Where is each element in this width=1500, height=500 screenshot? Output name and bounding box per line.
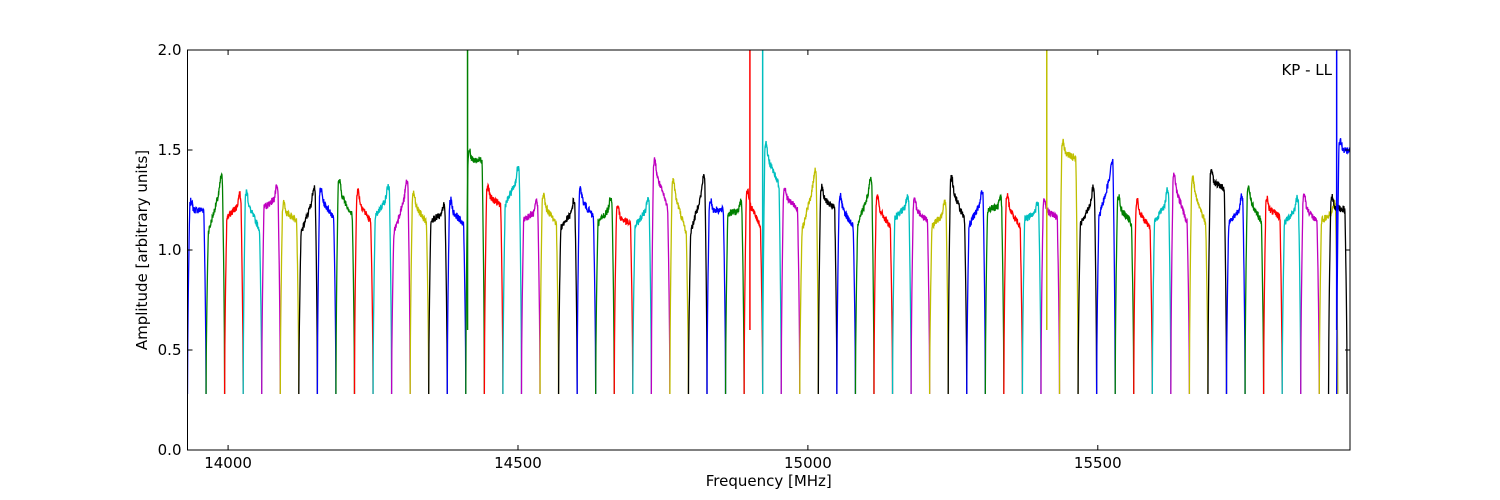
channel-series-22 (576, 186, 597, 395)
y-tick-label: 1.0 (158, 241, 182, 259)
channel-series-58 (1244, 185, 1265, 395)
series-layer (187, 50, 1350, 395)
channel-series-10 (353, 188, 374, 395)
channel-series-23 (595, 197, 615, 395)
channel-series-30 (724, 198, 745, 395)
channel-series-27 (669, 177, 690, 395)
channel-series-54 (1170, 172, 1191, 395)
channel-series-48 (1058, 138, 1079, 395)
channel-series-52 (1133, 197, 1153, 395)
channel-series-21 (557, 197, 578, 395)
channel-series-61 (1300, 193, 1320, 395)
channel-series-49 (1077, 184, 1098, 395)
x-tick-label: 14000 (204, 454, 252, 472)
channel-series-41 (928, 199, 949, 395)
channel-series-42 (947, 174, 968, 395)
channel-series-12 (390, 179, 411, 395)
channel-series-64 (1336, 138, 1350, 395)
channel-series-15 (446, 196, 467, 395)
channel-series-17 (483, 182, 504, 395)
channel-series-45 (1003, 193, 1024, 395)
x-tick-label: 14500 (494, 454, 542, 472)
x-tick-label: 15500 (1074, 454, 1122, 472)
channel-series-24 (613, 205, 634, 395)
channel-series-57 (1225, 193, 1246, 395)
channel-series-8 (316, 187, 337, 395)
plot-annotation: KP - LL (1281, 61, 1332, 79)
channel-series-3 (223, 191, 244, 395)
x-axis-label: Frequency [MHz] (706, 472, 832, 490)
channel-series-43 (966, 190, 986, 395)
channel-series-26 (650, 157, 671, 395)
channel-series-9 (335, 179, 356, 395)
channel-series-4 (242, 189, 263, 395)
channel-series-11 (372, 183, 393, 395)
channel-series-53 (1151, 187, 1172, 395)
channel-series-60 (1281, 194, 1302, 395)
channel-series-25 (632, 196, 652, 395)
channel-series-6 (279, 199, 300, 395)
channel-series-36 (836, 192, 857, 395)
channel-series-29 (706, 198, 727, 395)
channel-series-50 (1095, 158, 1116, 395)
channel-series-32 (762, 140, 782, 395)
channel-series-7 (298, 185, 319, 395)
ticks-layer: 14000 14500 15000 15500 0.0 0.5 1.0 1.5 2.0 (158, 41, 1350, 472)
channel-series-56 (1207, 168, 1228, 395)
channel-series-31 (743, 188, 764, 395)
channel-series-2 (205, 172, 226, 395)
channel-series-62 (1318, 200, 1339, 395)
channel-series-47 (1040, 198, 1061, 395)
channel-series-13 (409, 190, 430, 395)
channel-series-46 (1021, 201, 1042, 395)
channel-series-14 (428, 202, 448, 395)
y-axis-label: Amplitude [arbitrary units] (133, 150, 151, 350)
channel-series-19 (520, 198, 541, 395)
channel-series-5 (261, 184, 281, 395)
y-tick-label: 1.5 (158, 141, 182, 159)
channel-series-59 (1262, 195, 1283, 395)
x-tick-label: 15000 (784, 454, 832, 472)
channel-series-51 (1114, 194, 1135, 395)
y-tick-label: 0.0 (158, 441, 182, 459)
channel-series-18 (502, 165, 523, 395)
y-tick-label: 2.0 (158, 41, 182, 59)
channel-series-35 (817, 183, 838, 395)
channel-series-34 (799, 167, 819, 395)
y-tick-label: 0.5 (158, 341, 182, 359)
channel-series-39 (891, 194, 912, 395)
channel-series-38 (873, 194, 894, 395)
channel-series-33 (780, 187, 801, 395)
channel-series-44 (984, 193, 1005, 395)
channel-series-1 (187, 197, 207, 395)
channel-series-16 (465, 148, 486, 395)
channel-series-40 (910, 197, 931, 395)
channel-series-20 (539, 192, 560, 395)
channel-series-28 (687, 174, 708, 395)
channel-series-55 (1188, 175, 1209, 395)
channel-series-37 (854, 176, 875, 395)
